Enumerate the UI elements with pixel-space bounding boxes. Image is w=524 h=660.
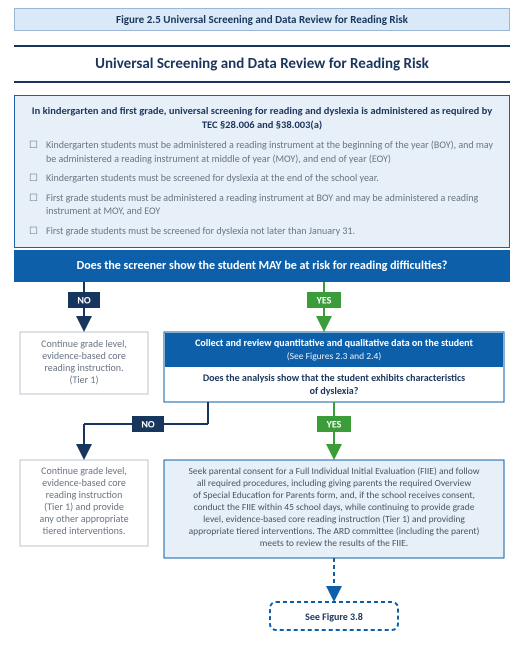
out-5: level, evidence-based core reading instr…: [203, 513, 465, 525]
out-1: Seek parental consent for a Full Individ…: [189, 465, 480, 477]
see-figure-text: See Figure 3.8: [305, 610, 363, 623]
intro-box: In kindergarten and first grade, univers…: [14, 95, 510, 248]
intro-item-text: First grade students must be screened fo…: [46, 224, 355, 238]
out-7: meets to review the results of the FIIE.: [260, 537, 408, 549]
out-2: all required procedures, including givin…: [197, 477, 471, 489]
intro-item-text: Kindergarten students must be administer…: [46, 138, 495, 165]
label-yes-2-text: YES: [326, 418, 342, 431]
intro-lead: In kindergarten and first grade, univers…: [25, 104, 499, 132]
label-yes-1-text: YES: [316, 294, 332, 307]
no-path-line4: (Tier 1): [69, 373, 98, 386]
checkbox-icon: ☐: [29, 138, 38, 165]
page-title: Universal Screening and Data Review for …: [14, 45, 510, 83]
intro-item-text: First grade students must be administere…: [46, 191, 495, 218]
no2-l6: tiered interventions.: [43, 524, 126, 537]
intro-item: ☐ First grade students must be screened f…: [25, 224, 499, 238]
figure-label: Figure 2.5 Universal Screening and Data …: [14, 8, 510, 31]
intro-item-text: Kindergarten students must be screened f…: [46, 171, 379, 185]
out-4: conduct the FIIE within 45 school days, …: [194, 501, 475, 513]
collect-review-l1: Collect and review quantitative and qual…: [195, 336, 473, 349]
collect-review-l2: (See Figures 2.3 and 2.4): [287, 350, 382, 362]
q2-l2: of dyslexia?: [310, 384, 359, 397]
q2-l1: Does the analysis show that the student …: [203, 371, 465, 384]
checkbox-icon: ☐: [29, 191, 38, 218]
out-6: appropriate tiered interventions. The AR…: [189, 525, 480, 537]
checkbox-icon: ☐: [29, 171, 38, 185]
label-no-1-text: NO: [77, 294, 91, 307]
flowchart: NO YES Continue grade level, evidence-ba…: [14, 282, 510, 650]
intro-item: ☐ Kindergarten students must be administe…: [25, 138, 499, 165]
label-no-2-text: NO: [141, 418, 155, 431]
out-3: of Special Education for Parents form, a…: [193, 489, 475, 501]
intro-item: ☐ First grade students must be administer…: [25, 191, 499, 218]
checkbox-icon: ☐: [29, 224, 38, 238]
question-screener: Does the screener show the student MAY b…: [14, 250, 510, 282]
intro-item: ☐ Kindergarten students must be screened …: [25, 171, 499, 185]
